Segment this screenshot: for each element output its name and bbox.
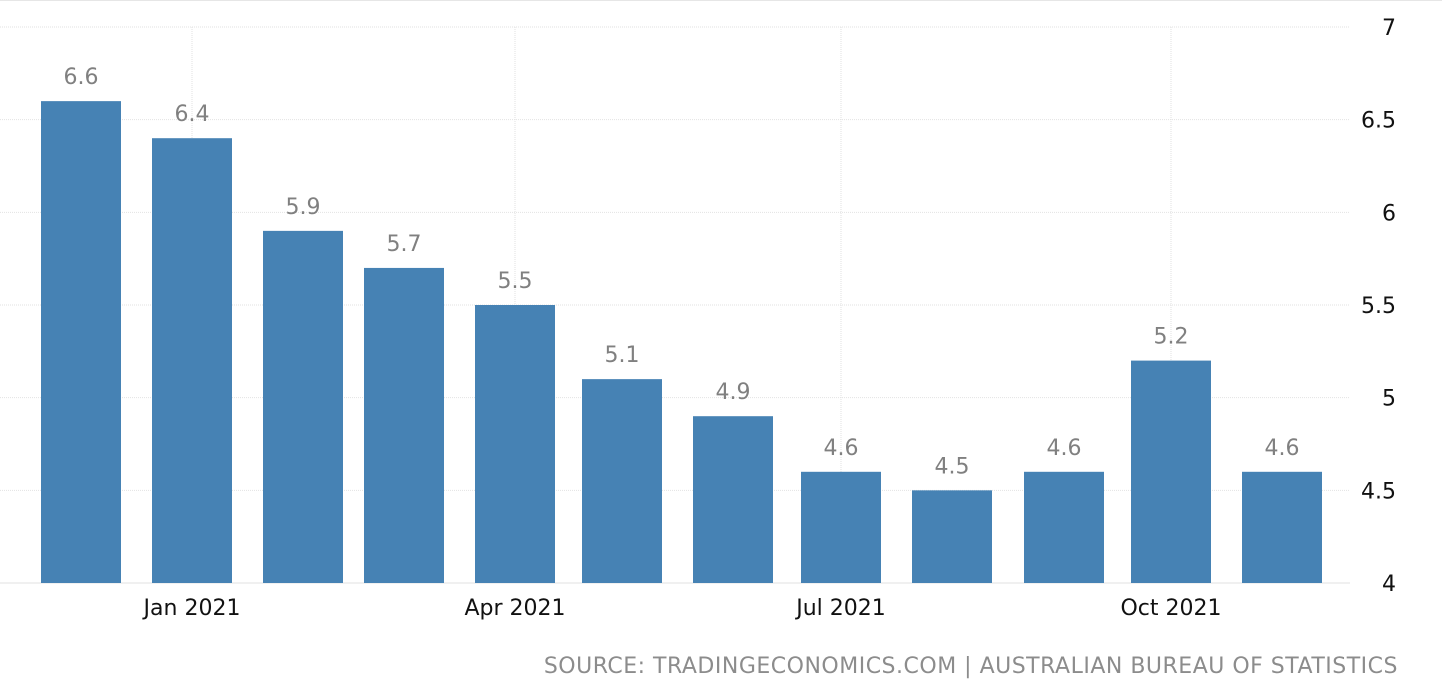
bar [263,230,343,583]
data-label: 5.9 [286,195,321,220]
x-tick-label: Jan 2021 [142,596,241,621]
y-tick-label: 6.5 [1361,109,1396,134]
y-axis-ticks: 4 4.5 5 5.5 6 6.5 7 [1361,16,1396,597]
bar [475,305,555,583]
bar [41,101,121,583]
x-axis-ticks: Jan 2021 Apr 2021 Jul 2021 Oct 2021 [142,596,1222,621]
y-tick-label: 5.5 [1361,294,1396,319]
x-tick-label: Oct 2021 [1120,596,1221,621]
data-label: 4.6 [1047,436,1082,461]
bar [693,416,773,583]
bar [1024,471,1104,583]
x-tick-label: Apr 2021 [464,596,565,621]
data-label: 6.4 [175,102,210,127]
data-label: 5.2 [1154,325,1189,350]
data-label: 4.9 [716,380,751,405]
bar [1242,471,1322,583]
y-tick-label: 6 [1382,201,1396,226]
y-tick-label: 4.5 [1361,479,1396,504]
bar [364,267,444,583]
data-label: 4.6 [1265,436,1300,461]
y-tick-label: 4 [1382,572,1396,597]
source-attribution: SOURCE: TRADINGECONOMICS.COM | AUSTRALIA… [543,654,1398,679]
bar [912,490,992,583]
data-labels: 6.6 6.4 5.9 5.7 5.5 5.1 4.9 4.6 4.5 4.6 5.2 4.6 [64,65,1300,479]
data-label: 5.1 [605,343,640,368]
data-label: 4.6 [824,436,859,461]
data-label: 6.6 [64,65,99,90]
bar [801,471,881,583]
bar [1131,360,1211,583]
bar [152,138,232,583]
y-tick-label: 7 [1382,16,1396,41]
data-label: 5.7 [387,232,422,257]
data-label: 4.5 [935,454,970,479]
bar [582,379,662,583]
data-label: 5.5 [498,269,533,294]
x-tick-label: Jul 2021 [794,596,886,621]
top-divider [0,0,1442,1]
bars [41,101,1322,583]
y-tick-label: 5 [1382,387,1396,412]
